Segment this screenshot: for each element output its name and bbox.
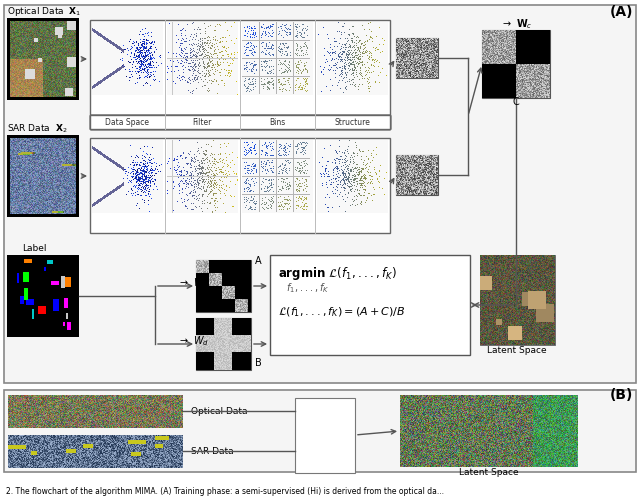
Text: $\rightarrow$ $W_s$: $\rightarrow$ $W_s$ [178,276,208,290]
Text: Bins: Bins [269,118,285,127]
Text: Label: Label [22,244,47,253]
Text: SAR Data: SAR Data [191,447,234,456]
Bar [90,115,390,129]
Text: Filter: Filter [192,118,212,127]
Bar [90,138,390,233]
Text: Optical Data: Optical Data [191,406,248,415]
Text: Latent Space: Latent Space [459,468,519,477]
Text: $\rightarrow$ $W_d$: $\rightarrow$ $W_d$ [178,334,209,348]
Text: $f_1,...,f_K$: $f_1,...,f_K$ [286,281,330,295]
Bar [90,20,390,115]
Bar [4,390,636,472]
Bar [90,115,390,129]
Text: $\mathcal{L}(f_1,...,f_K)=(A+C)/B$: $\mathcal{L}(f_1,...,f_K)=(A+C)/B$ [278,305,406,319]
Text: Structure: Structure [334,118,370,127]
Text: Data Space: Data Space [105,118,149,127]
Text: $\rightarrow$ $\mathbf{W}_c$: $\rightarrow$ $\mathbf{W}_c$ [501,17,532,31]
Text: (A): (A) [610,5,634,19]
Text: A: A [255,256,262,266]
Text: Latent Space: Latent Space [487,346,547,355]
Bar [270,255,470,355]
Bar [396,155,438,195]
Bar [196,318,251,370]
Bar [90,115,390,129]
Text: SAR Data  $\mathbf{X}_2$: SAR Data $\mathbf{X}_2$ [7,122,68,134]
Text: 2. The flowchart of the algorithm MIMA. (A) Training phase: a semi-supervised (H: 2. The flowchart of the algorithm MIMA. … [6,487,444,496]
Bar [396,38,438,78]
Bar [295,398,355,473]
Text: C: C [513,97,520,107]
Text: Optical Data  $\mathbf{X}_1$: Optical Data $\mathbf{X}_1$ [7,5,81,18]
Bar [90,115,390,129]
Text: B: B [255,358,262,368]
Bar [4,5,636,383]
Text: $\mathbf{argmin}\ \mathcal{L}(f_1,...,f_K)$: $\mathbf{argmin}\ \mathcal{L}(f_1,...,f_… [278,265,397,282]
Bar [480,255,555,345]
Bar [90,115,390,129]
Bar [482,30,550,98]
Bar [196,260,251,312]
Text: (B): (B) [610,388,634,402]
